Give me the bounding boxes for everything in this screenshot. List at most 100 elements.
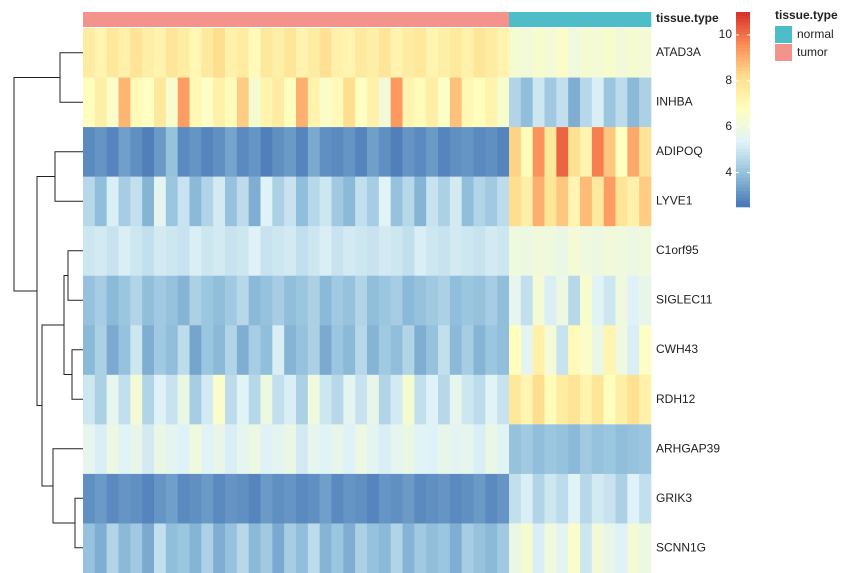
heatmap-cell — [497, 28, 510, 78]
annotation-cell — [485, 12, 498, 27]
heatmap-cell — [639, 374, 652, 425]
heatmap-cell — [520, 28, 533, 78]
colorbar-segment — [736, 145, 750, 149]
legend-swatch — [775, 44, 792, 61]
heatmap-cell — [225, 176, 238, 227]
heatmap-cell — [130, 275, 143, 326]
heatmap-cell — [154, 374, 167, 425]
heatmap-cell — [165, 374, 178, 425]
heatmap-cell — [225, 77, 238, 128]
heatmap-cell — [94, 325, 107, 376]
heatmap-cell — [378, 226, 391, 277]
annotation-cell — [544, 12, 557, 27]
heatmap-cell — [106, 176, 119, 227]
heatmap-cell — [260, 523, 273, 573]
colorbar-segment — [736, 190, 750, 195]
legend-label: tumor — [797, 45, 828, 59]
heatmap-cell — [307, 523, 320, 573]
heatmap-cell — [556, 77, 569, 128]
heatmap-cell — [461, 226, 474, 277]
annotation-cell — [201, 12, 214, 27]
row-label: RDH12 — [656, 392, 696, 406]
heatmap-cell — [307, 127, 320, 177]
colorbar-segment — [736, 51, 750, 55]
heatmap-cell — [130, 374, 143, 425]
heatmap-cell — [390, 77, 403, 128]
heatmap-cell — [94, 28, 107, 78]
heatmap-cell — [319, 28, 332, 78]
annotation-cell — [591, 12, 604, 27]
heatmap-cell — [213, 28, 226, 78]
row-label: LYVE1 — [656, 194, 693, 208]
heatmap-cell — [343, 275, 356, 326]
heatmap-cell — [544, 28, 557, 78]
heatmap-cell — [189, 523, 202, 573]
heatmap-cell — [106, 77, 119, 128]
colorbar-segment — [736, 86, 750, 91]
colorbar-segment — [736, 148, 750, 153]
annotation-cell — [319, 12, 332, 27]
heatmap-cell — [331, 176, 344, 227]
heatmap-cell — [189, 226, 202, 277]
annotation-cell — [568, 12, 581, 27]
annotation-cell — [639, 12, 652, 27]
heatmap-cell — [343, 523, 356, 573]
heatmap-cell — [201, 473, 214, 524]
heatmap-cell — [568, 77, 581, 128]
heatmap-cell — [343, 28, 356, 78]
heatmap-cell — [556, 473, 569, 524]
colorbar-segment — [736, 181, 750, 185]
heatmap-cell — [331, 424, 344, 475]
heatmap-cell — [154, 176, 167, 227]
colorbar-segment — [736, 116, 750, 120]
heatmap-cell — [485, 28, 498, 78]
row-label: CWH43 — [656, 342, 698, 356]
heatmap-cell — [556, 374, 569, 425]
row-label: ATAD3A — [656, 45, 701, 59]
heatmap-cell — [165, 424, 178, 475]
heatmap-cell — [154, 226, 167, 277]
heatmap-cell — [485, 325, 498, 376]
heatmap-cell — [568, 523, 581, 573]
heatmap-cell — [284, 325, 297, 376]
heatmap-cell — [449, 374, 462, 425]
heatmap-cell — [414, 325, 427, 376]
heatmap-cell — [236, 374, 249, 425]
heatmap-cell — [402, 473, 415, 524]
annotation-cell — [556, 12, 569, 27]
heatmap-cell — [83, 424, 96, 475]
heatmap-cell — [556, 325, 569, 376]
annotation-cell — [130, 12, 143, 27]
heatmap-cell — [485, 523, 498, 573]
heatmap-cell — [568, 424, 581, 475]
heatmap-cell — [284, 523, 297, 573]
heatmap-cell — [319, 374, 332, 425]
heatmap-cell — [201, 28, 214, 78]
heatmap-cell — [627, 127, 640, 177]
heatmap-cell — [106, 275, 119, 326]
heatmap-cell — [414, 28, 427, 78]
heatmap-cell — [509, 28, 522, 78]
heatmap-cell — [355, 127, 368, 177]
heatmap-cell — [94, 77, 107, 128]
heatmap-cell — [307, 28, 320, 78]
heatmap-cell — [367, 226, 380, 277]
heatmap-cell — [248, 226, 261, 277]
heatmap-cell — [544, 275, 557, 326]
heatmap-cell — [94, 473, 107, 524]
annotation-cell — [390, 12, 403, 27]
heatmap-cell — [106, 374, 119, 425]
annotation-cell — [284, 12, 297, 27]
annotation-cell — [367, 12, 380, 27]
heatmap-cell — [449, 127, 462, 177]
heatmap-cell — [426, 176, 439, 227]
heatmap-cell — [106, 473, 119, 524]
heatmap-cell — [556, 275, 569, 326]
heatmap-cell — [225, 523, 238, 573]
colorbar-segment — [736, 161, 750, 166]
heatmap-cell — [307, 77, 320, 128]
heatmap-cell — [461, 176, 474, 227]
heatmap-cell — [142, 523, 155, 573]
heatmap-cell — [355, 523, 368, 573]
heatmap-cell — [248, 127, 261, 177]
